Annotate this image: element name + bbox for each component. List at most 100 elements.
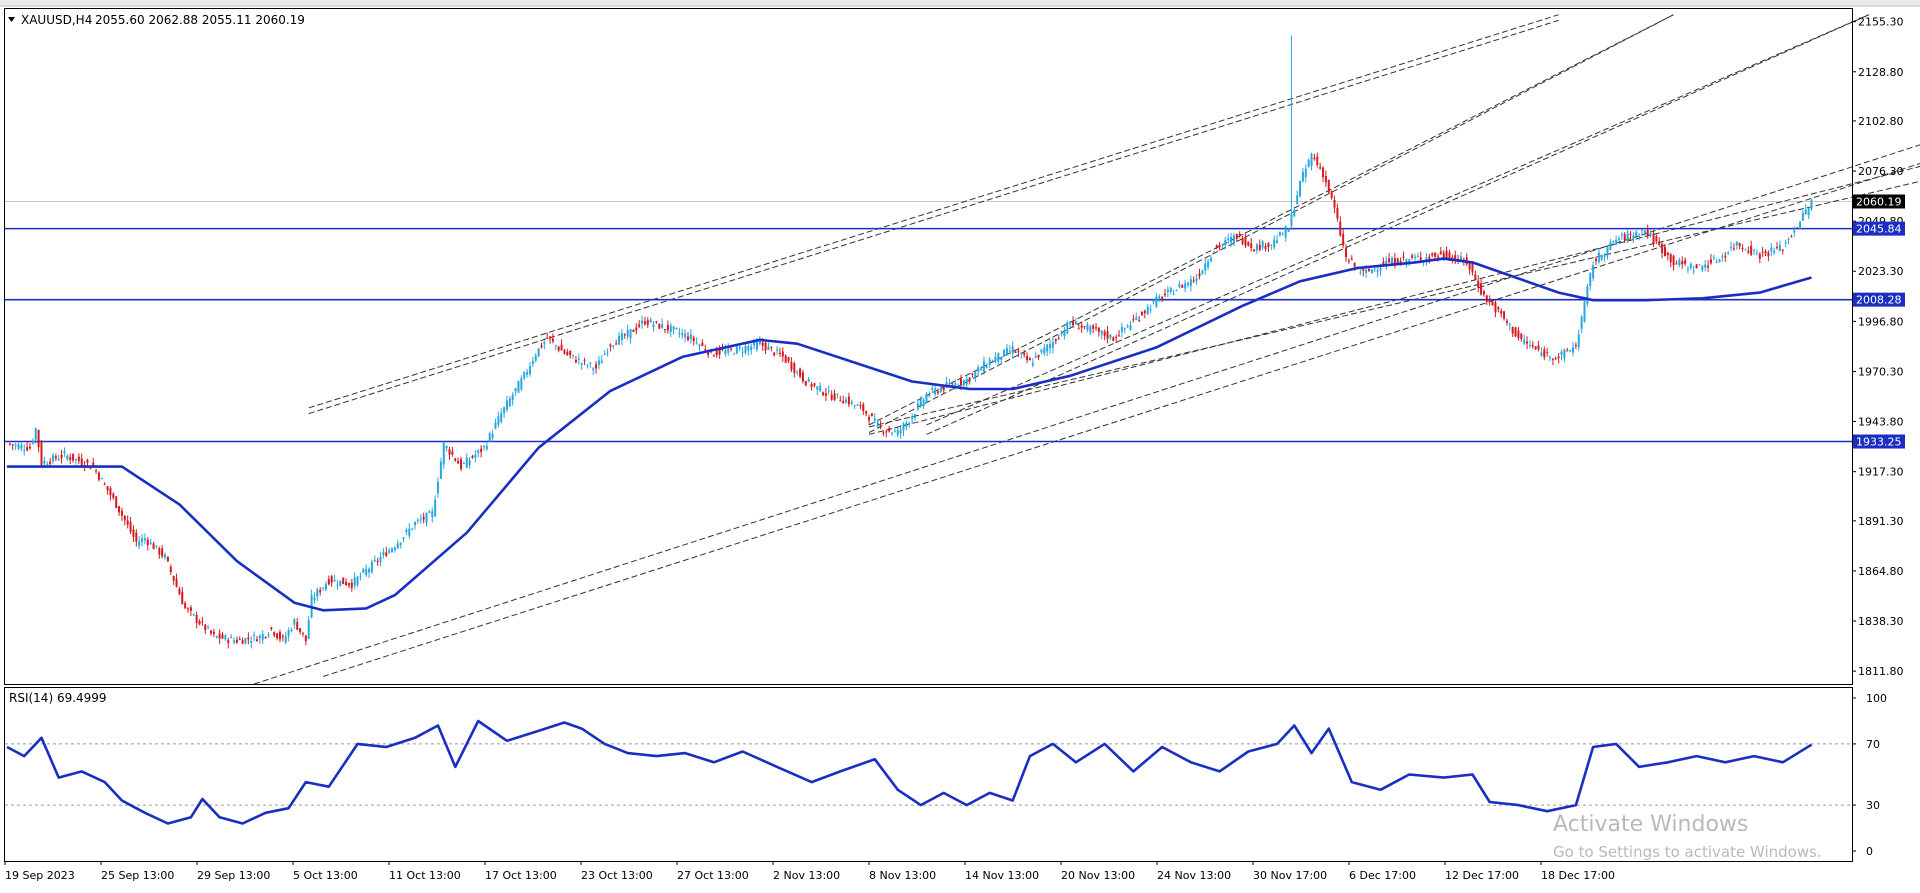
- candle-body: [1566, 350, 1569, 352]
- candle-body: [804, 381, 807, 386]
- candle-body: [830, 394, 833, 400]
- candle-body: [764, 342, 767, 351]
- candle-body: [882, 432, 885, 434]
- candle-body: [1597, 252, 1600, 263]
- candle-body: [74, 459, 77, 461]
- candle-body: [126, 520, 129, 525]
- candle-body: [1709, 259, 1712, 264]
- candle-body: [1373, 268, 1376, 270]
- candle-body: [735, 346, 738, 354]
- candle-body: [523, 371, 526, 379]
- candle-body: [1500, 310, 1503, 314]
- candle-body: [1115, 336, 1118, 338]
- candle-body: [1365, 269, 1368, 273]
- candle-body: [1629, 234, 1632, 236]
- candle-body: [296, 622, 299, 630]
- candle-body: [540, 345, 543, 348]
- time-axis-label: 19 Sep 2023: [5, 869, 75, 882]
- candle-body: [1086, 324, 1089, 330]
- candle-body: [1138, 319, 1141, 321]
- candle-body: [261, 634, 264, 640]
- candle-body: [230, 636, 233, 639]
- candle-body: [1778, 244, 1781, 251]
- candle-body: [534, 355, 537, 361]
- candle-body: [457, 460, 460, 464]
- axes: 1811.80 1838.30 1864.80 1891.30 1917.30 1943.…: [4, 16, 1905, 882]
- candle-body: [491, 433, 494, 439]
- candle-body: [850, 401, 853, 404]
- candle-body: [1261, 241, 1264, 248]
- rsi-axis-label: 30: [1866, 799, 1880, 812]
- candle-body: [1810, 200, 1813, 210]
- candle-body: [1758, 253, 1761, 259]
- candle-body: [301, 632, 304, 634]
- candle-body: [1503, 311, 1506, 319]
- candle-body: [1689, 263, 1692, 269]
- candle-body: [468, 460, 471, 466]
- candle-body: [1109, 334, 1112, 338]
- candle-body: [227, 639, 230, 643]
- candle-body: [1574, 345, 1577, 347]
- candle-body: [609, 344, 612, 347]
- rsi-panel-frame[interactable]: [4, 687, 1853, 862]
- candle-body: [365, 569, 368, 575]
- candle-body: [801, 372, 804, 382]
- candle-body: [554, 345, 557, 347]
- candle-body: [1244, 237, 1247, 246]
- candle-body: [393, 547, 396, 551]
- candle-body: [1189, 279, 1192, 286]
- candle-body: [1626, 232, 1629, 240]
- symbol-dropdown-icon[interactable]: [8, 17, 15, 22]
- candle-body: [1258, 245, 1261, 250]
- candle-body: [1603, 255, 1606, 257]
- candle-body: [1215, 245, 1218, 248]
- candle-body: [1753, 249, 1756, 251]
- candle-body: [1235, 233, 1238, 239]
- candle-body: [1632, 235, 1635, 239]
- candle-body: [327, 579, 330, 585]
- candle-body: [339, 580, 342, 586]
- candle-body: [652, 324, 655, 328]
- activation-watermark-subtitle: Go to Settings to activate Windows.: [1553, 843, 1822, 861]
- candle-body: [1692, 270, 1695, 272]
- candle-body: [1724, 255, 1727, 258]
- candle-body: [853, 405, 856, 407]
- candle-body: [816, 386, 819, 390]
- candle-body: [264, 637, 267, 639]
- candle-body: [968, 377, 971, 381]
- candle-body: [1511, 327, 1514, 334]
- candle-body: [1678, 259, 1681, 266]
- candle-body: [612, 345, 615, 347]
- candle-body: [1201, 270, 1204, 275]
- candle-body: [253, 634, 256, 637]
- candle-body: [1169, 288, 1172, 292]
- candle-body: [439, 461, 442, 479]
- candle-body: [810, 383, 813, 387]
- time-axis-label: 11 Oct 13:00: [389, 869, 461, 882]
- candle-body: [80, 458, 83, 466]
- candle-body: [563, 350, 566, 354]
- candle-body: [1770, 247, 1773, 252]
- candle-body: [1347, 260, 1350, 262]
- candle-body: [356, 576, 359, 586]
- candle-body: [1526, 341, 1529, 344]
- candle-body: [1669, 254, 1672, 263]
- price-axis-label: 1996.80: [1858, 315, 1904, 328]
- candle-body: [1623, 234, 1626, 241]
- candle-body: [919, 398, 922, 406]
- candle-body: [1023, 352, 1026, 355]
- candle-body: [1434, 252, 1437, 257]
- candle-body: [69, 457, 72, 460]
- trend-channel-line-2: [308, 19, 1559, 415]
- candle-body: [247, 637, 250, 640]
- candle-body: [474, 454, 477, 458]
- candle-body: [1399, 260, 1402, 264]
- candle-body: [1089, 326, 1092, 333]
- level-tag-2-bg: [1853, 292, 1905, 307]
- candle-body: [1600, 255, 1603, 260]
- candle-body: [1796, 227, 1799, 229]
- candle-body: [388, 550, 391, 553]
- price-panel-frame[interactable]: [4, 8, 1853, 685]
